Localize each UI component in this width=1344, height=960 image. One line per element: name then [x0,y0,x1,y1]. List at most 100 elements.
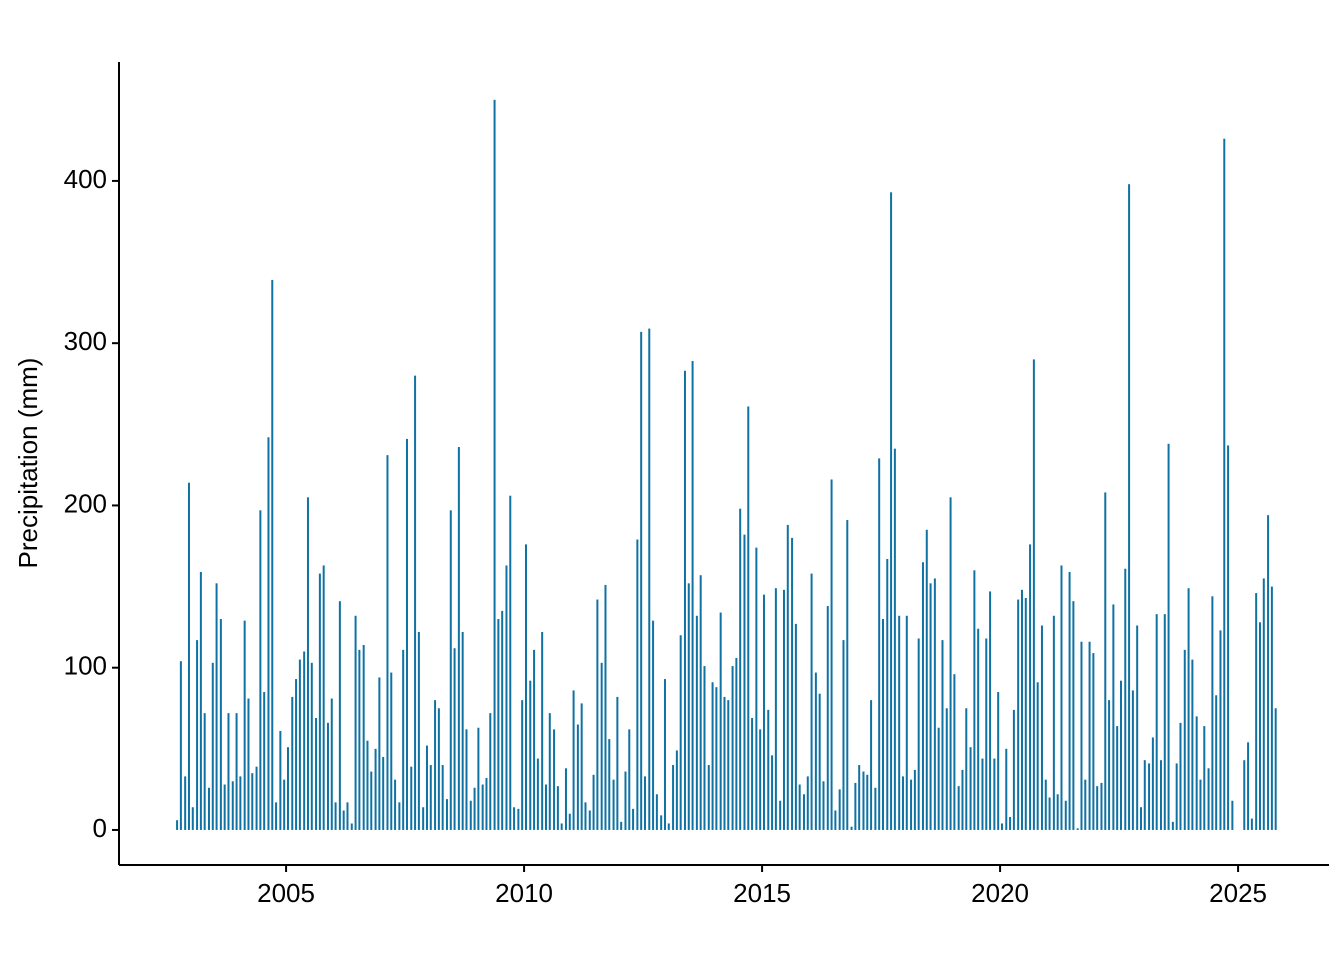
bar [679,635,682,830]
bar [711,682,714,830]
bar [612,779,615,830]
bar [184,776,187,830]
bar [533,649,536,830]
bar [965,708,968,830]
bar [782,589,785,830]
bar [449,510,452,830]
bar [858,765,861,830]
y-tick-label: 200 [64,488,107,518]
bar [925,529,928,830]
bar [469,800,472,830]
bar [513,807,516,830]
bar [346,802,349,830]
bar [989,591,992,830]
bar [1231,800,1234,830]
bar [945,708,948,830]
bar [854,782,857,830]
bar [283,779,286,830]
bar [866,774,869,830]
bar [1060,565,1063,830]
bar [1155,614,1158,830]
bar [652,620,655,830]
bar [548,713,551,830]
bar [1247,742,1250,830]
bar [1056,794,1059,830]
bar [985,638,988,830]
bar [227,713,230,830]
bar [949,497,952,830]
x-tick-label: 2010 [495,878,553,908]
bar [779,800,782,830]
bar [437,708,440,830]
bar [231,781,234,830]
bar [556,786,559,830]
bar [1215,695,1218,830]
bar [759,729,762,830]
bar [417,632,420,830]
bar [774,588,777,830]
bar [235,713,238,830]
bar [1124,568,1127,830]
bar [818,693,821,830]
bar [588,810,591,830]
bar [1159,760,1162,830]
bar [886,558,889,830]
bar [485,778,488,830]
bar [524,544,527,830]
bar [695,615,698,830]
bar [517,808,520,830]
bar [286,747,289,830]
bar [846,520,849,830]
bar [477,727,480,830]
bar [624,771,627,830]
bar [291,696,294,830]
x-tick-label: 2005 [257,878,315,908]
bar [1048,797,1051,830]
bar [279,730,282,830]
bar [223,784,226,830]
bar [838,789,841,830]
bar [461,632,464,830]
bar [596,599,599,830]
bar [723,696,726,830]
bar [196,640,199,830]
bar [672,765,675,830]
bar [298,659,301,830]
bar [1187,588,1190,830]
bar [553,729,556,830]
bar [1255,593,1258,830]
bar [1270,586,1273,830]
bar [1032,359,1035,830]
bar [921,562,924,830]
bar [211,662,214,830]
bar [1088,641,1091,830]
bar [747,406,750,830]
bar [1005,748,1008,830]
bar [933,578,936,830]
bar [334,802,337,830]
bar [429,765,432,830]
bar [981,758,984,830]
bar [961,769,964,830]
bar [425,745,428,830]
bar [1163,614,1166,830]
bar [826,606,829,830]
bar [247,698,250,830]
bar [834,810,837,830]
bar [703,666,706,830]
bar [1139,807,1142,830]
bar [898,615,901,830]
bar [176,820,179,830]
bar [358,649,361,830]
x-tick-label: 2025 [1209,878,1267,908]
bar [410,766,413,830]
bar [893,448,896,830]
bar [445,799,448,830]
bar [580,703,583,830]
bar [1171,821,1174,830]
bar [917,638,920,830]
x-tick-label: 2020 [971,878,1029,908]
bar [1167,443,1170,830]
bar [1136,625,1139,830]
bar [521,700,524,830]
